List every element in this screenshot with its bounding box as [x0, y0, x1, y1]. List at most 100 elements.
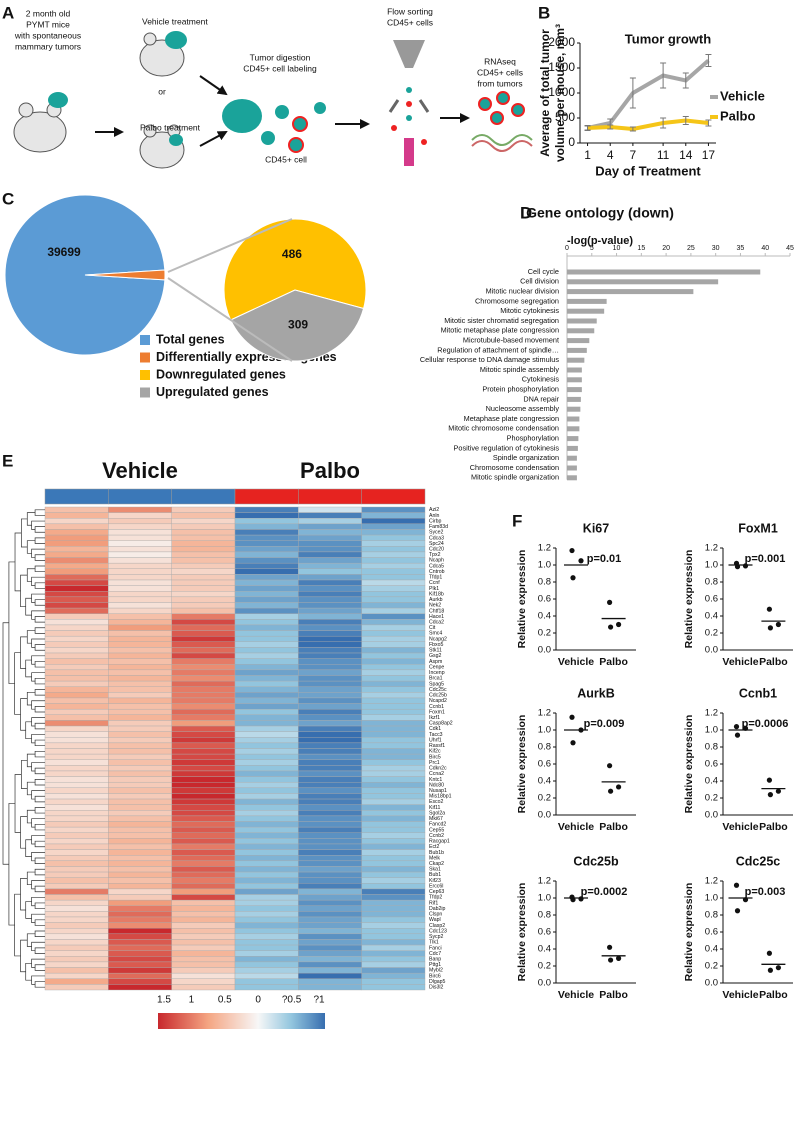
dendrogram-branch [34, 509, 45, 516]
dendrogram-branch [34, 537, 45, 544]
x-tick-label: 40 [761, 245, 769, 252]
heatmap-cell [108, 793, 172, 800]
heatmap-cell [361, 916, 426, 923]
x-tick-label: 10 [613, 245, 621, 252]
heatmap-cell [298, 602, 362, 609]
group-label: Vehicle [102, 458, 178, 483]
heatmap-cell [361, 905, 426, 912]
heatmap-cell [361, 855, 426, 862]
heatmap-cell [298, 905, 362, 912]
x-tick-label: 15 [637, 245, 645, 252]
heatmap-cell [108, 753, 172, 760]
heatmap-cell [44, 652, 109, 659]
heatmap-cell [298, 888, 362, 895]
heatmap-cell [108, 871, 172, 878]
heatmap-cell [234, 843, 299, 850]
heatmap-cell [108, 568, 172, 575]
heatmap-cell [234, 815, 299, 822]
heatmap-cell [361, 804, 426, 811]
heatmap-cell [234, 703, 299, 710]
row-label: Dis3l2 [429, 985, 444, 991]
heatmap-cell [108, 540, 172, 547]
heatmap-cell [361, 686, 426, 693]
heatmap-cell [234, 692, 299, 699]
heatmap-cell [171, 680, 236, 687]
heatmap-cell [108, 658, 172, 665]
category-label: Mitotic chromosome condensation [448, 424, 559, 433]
heatmap-cell [298, 518, 362, 525]
group-bar [44, 488, 109, 505]
heatmap-cell [44, 770, 109, 777]
heatmap-cell [298, 635, 362, 642]
heatmap-cell [361, 607, 426, 614]
data-point [733, 724, 740, 730]
legend-label: Total genes [156, 332, 225, 346]
heatmap-cell [234, 922, 299, 929]
heatmap-cell [171, 596, 236, 603]
heatmap-cell [298, 916, 362, 923]
heatmap-cell [108, 944, 172, 951]
dendrogram-branch [34, 919, 45, 926]
heatmap-cell [361, 624, 426, 631]
dendrogram-branch [34, 767, 45, 775]
y-tick-label: 1000 [548, 85, 575, 99]
category-label: DNA repair [523, 394, 559, 403]
diagram-text: 2 month old [26, 8, 71, 18]
heatmap-cell [361, 871, 426, 878]
heatmap-cell [361, 703, 426, 710]
heatmap-cell [171, 658, 236, 665]
colorbar-tick-label: 0 [255, 995, 261, 1006]
heatmap-cell [234, 950, 299, 957]
heatmap-cell [44, 546, 109, 553]
rna-icon [471, 140, 533, 152]
heatmap-cell [44, 939, 109, 946]
dendrogram-branch [31, 734, 45, 744]
heatmap-cell [234, 759, 299, 766]
row-label: Nek2 [429, 603, 441, 609]
heatmap-cell [44, 894, 109, 901]
dendrogram-branch [34, 739, 45, 747]
legend-swatch [140, 352, 150, 363]
dendrogram-branch [20, 636, 28, 669]
heatmap-cell [44, 905, 109, 912]
data-point [570, 575, 576, 581]
schematic-icons [13, 31, 533, 169]
heatmap-cell [361, 529, 426, 536]
heatmap-cell [234, 714, 299, 721]
series-line [587, 59, 710, 130]
heatmap-cell [108, 725, 172, 732]
bar [567, 436, 579, 442]
heatmap-cell [298, 742, 362, 749]
data-point [616, 621, 622, 628]
data-point [766, 950, 773, 956]
heatmap-cell [298, 725, 362, 732]
y-tick-label: 1.2 [538, 876, 551, 887]
row-label: Tfdp1 [429, 575, 442, 581]
heatmap-cell [298, 922, 362, 929]
y-tick-label: 1.2 [538, 708, 551, 719]
heatmap-cell [44, 849, 109, 856]
heatmap-cell [44, 866, 109, 873]
category-label: Cell cycle [528, 267, 559, 276]
row-label: Cdca2 [429, 620, 444, 626]
heatmap-cell [234, 748, 299, 755]
data-point [733, 882, 740, 888]
heatmap-cell [171, 866, 236, 873]
heatmap-cell [171, 939, 236, 946]
heatmap-cell [234, 540, 299, 547]
x-tick-label: 17 [702, 148, 716, 162]
heatmap-cell [234, 916, 299, 923]
y-tick-label: 0.8 [705, 742, 718, 753]
bar [567, 387, 582, 393]
error-bar [629, 77, 636, 109]
heatmap-cell [298, 647, 362, 654]
heatmap-cell [171, 860, 236, 867]
row-label: Sgol2a [429, 810, 445, 816]
chart-title: Cdc25c [736, 854, 781, 868]
heatmap-cell [44, 787, 109, 794]
row-label: Prc1 [429, 760, 440, 766]
heatmap-cell [108, 529, 172, 536]
heatmap-cell [361, 602, 426, 609]
y-tick-label: 0.6 [705, 594, 718, 605]
row-label: Kif23 [429, 878, 441, 884]
